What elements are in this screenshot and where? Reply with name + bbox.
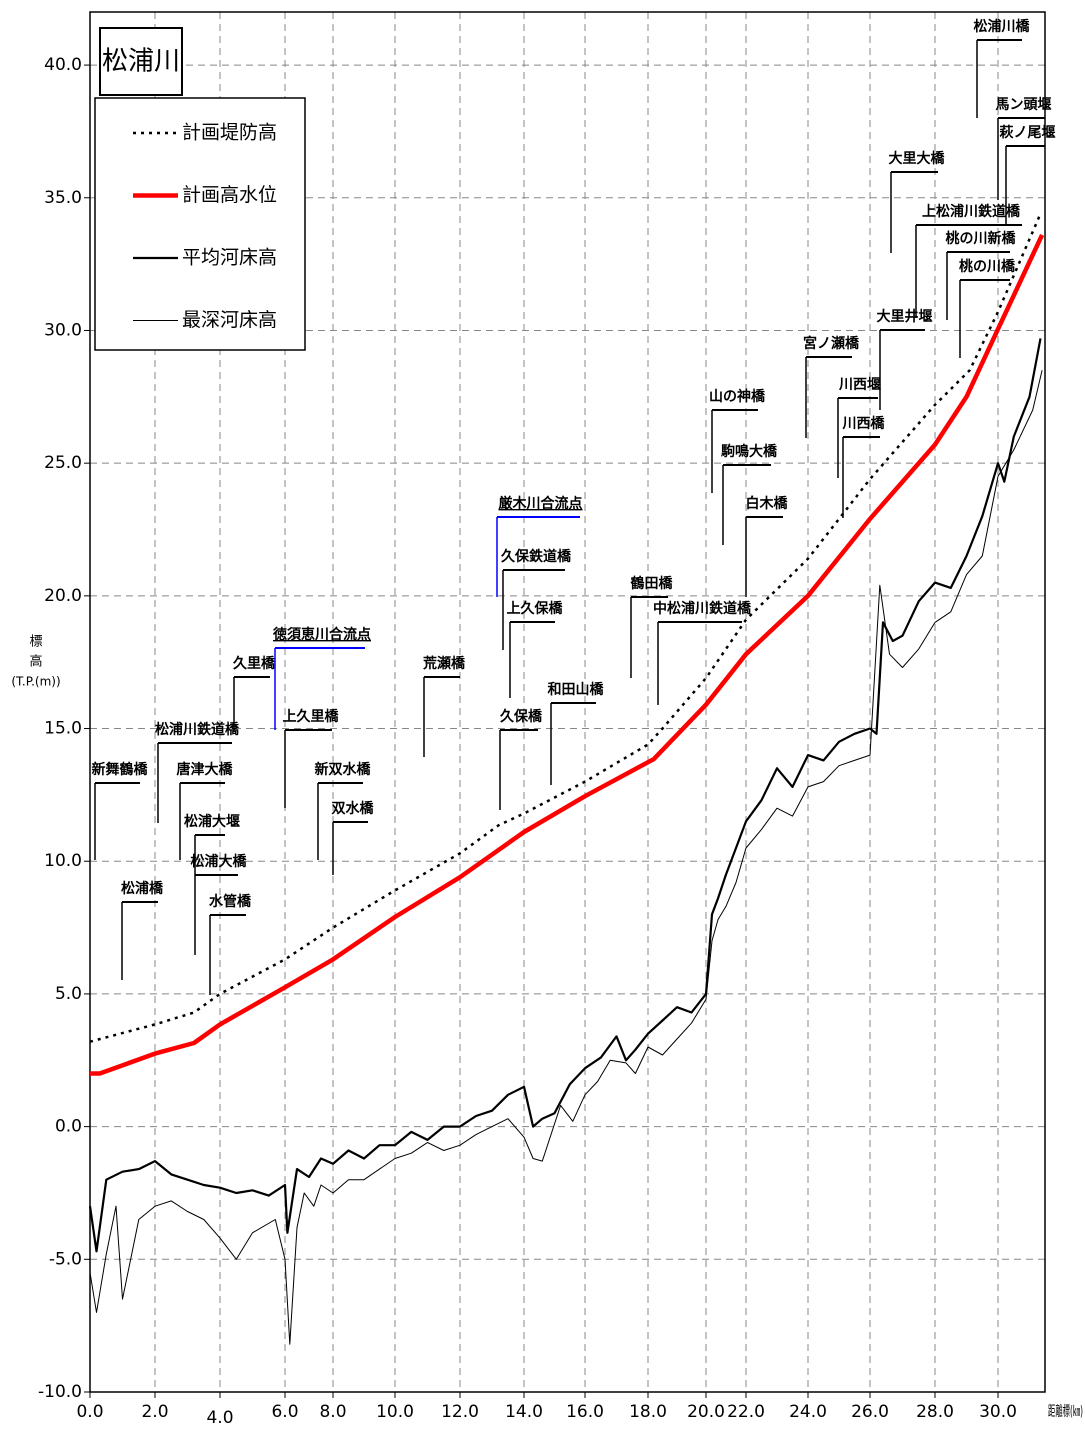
annotation: 川西堰 [838,376,881,393]
annotation: 久保橋 [499,708,543,725]
x-axis-label: 距離標(㎞) [1048,1403,1083,1420]
annotation: 唐津大橋 [177,761,234,778]
annotation: 松浦川鉄道橋 [155,721,240,738]
annotation: 上久保橋 [507,600,564,617]
y-tick-label: 35.0 [44,188,82,208]
y-tick-label: -10.0 [38,1382,82,1402]
plot-frame [89,11,1046,1393]
legend-label: 計画堤防高 [182,122,277,144]
annotation: 久保鉄道橋 [500,548,572,565]
y-tick-label: 20.0 [44,586,82,606]
x-tick-label: 30.0 [979,1402,1017,1422]
legend-label: 計画高水位 [182,184,277,206]
legend-box [94,97,306,351]
y-axis-label: (T.P.(m)) [11,675,60,689]
x-tick-label: 14.0 [505,1402,543,1422]
annotation: 馬ン頭堰 [996,96,1052,113]
legend-label: 最深河床高 [182,309,277,331]
x-tick-label: 6.0 [271,1402,298,1422]
annotation: 大里大橋 [889,150,946,167]
series-line [89,213,1042,1043]
x-tick-label: 4.0 [206,1408,233,1428]
annotation: 桃の川橋 [959,258,1016,275]
x-tick-label: 10.0 [376,1402,414,1422]
annotation: 上久里橋 [283,708,340,725]
x-tick-label: 20.0 [687,1402,725,1422]
annotation: 水管橋 [209,893,252,910]
x-tick-label: 12.0 [441,1402,479,1422]
series-line [88,338,1042,1253]
y-tick-label: 30.0 [44,320,82,340]
annotation: 新舞鶴橋 [92,761,149,778]
annotation: 松浦橋 [121,880,164,897]
annotation: 荒瀬橋 [422,655,466,672]
x-tick-label: 18.0 [629,1402,667,1422]
y-tick-label: 5.0 [55,984,82,1004]
x-tick-label: 0.0 [76,1402,103,1422]
annotation: 駒鳴大橋 [721,443,778,460]
y-tick-label: 40.0 [44,55,82,75]
y-axis-label: 標 [29,635,42,650]
annotation: 鶴田橋 [631,575,674,592]
y-tick-label: 25.0 [44,453,82,473]
annotation: 松浦大橋 [191,853,248,870]
series-line [90,233,1045,1076]
x-tick-label: 2.0 [141,1402,168,1422]
title-box [99,27,183,96]
y-tick-label: 15.0 [44,719,82,739]
annotation: 厳木川合流点 [499,495,583,512]
annotation: 川西橋 [842,415,886,432]
annotation: 徳須恵川合流点 [272,626,371,643]
x-tick-label: 28.0 [916,1402,954,1422]
annotation: 中松浦川鉄道橋 [653,600,752,617]
annotation: 松浦大堰 [184,813,240,830]
x-tick-label: 16.0 [566,1402,604,1422]
chart-title: 松浦川 [102,47,180,77]
annotation: 宮ノ瀬橋 [803,335,860,352]
annotation: 桃の川新橋 [946,230,1017,247]
annotation: 白木橋 [746,495,789,512]
y-tick-label: 10.0 [44,851,82,871]
y-axis-label: 高 [29,654,42,670]
annotation: 久里橋 [232,655,276,672]
x-tick-label: 8.0 [319,1402,346,1422]
annotation: 和田山橋 [548,681,605,698]
annotation: 双水橋 [332,800,375,817]
annotation: 山の神橋 [709,388,766,405]
y-tick-label: -5.0 [49,1249,82,1269]
x-tick-label: 24.0 [789,1402,827,1422]
y-tick-label: 0.0 [55,1117,82,1137]
series-line [89,370,1043,1345]
x-tick-label: 22.0 [727,1402,765,1422]
annotation: 萩ノ尾堰 [999,124,1056,141]
annotation: 新双水橋 [315,761,372,778]
annotation: 松浦川橋 [974,18,1031,35]
legend-label: 平均河床高 [182,247,277,269]
annotation: 上松浦川鉄道橋 [922,203,1021,220]
x-tick-label: 26.0 [851,1402,889,1422]
annotation: 大里井堰 [877,308,933,325]
